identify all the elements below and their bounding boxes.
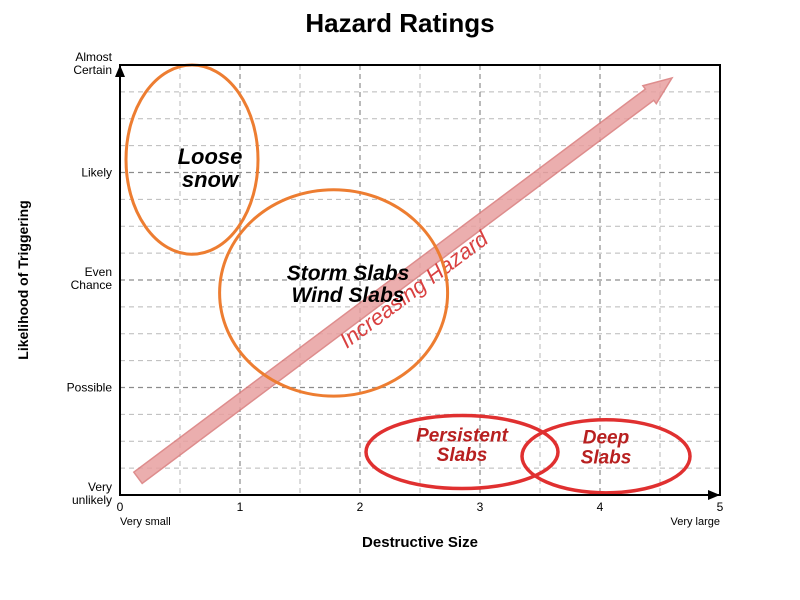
x-tick-label: 4: [597, 500, 604, 514]
y-tick-label: EvenChance: [71, 265, 113, 292]
x-tick-label: 5: [717, 500, 724, 514]
ellipse-label-persistent-slabs: PersistentSlabs: [416, 425, 509, 466]
x-sub-label: Very small: [120, 516, 171, 528]
y-tick-label: Possible: [67, 381, 113, 395]
x-sub-label: Very large: [670, 516, 720, 528]
x-tick-label: 1: [237, 500, 244, 514]
ellipse-label-loose-snow: Loosesnow: [178, 144, 243, 192]
x-tick-label: 3: [477, 500, 484, 514]
chart-title: Hazard Ratings: [305, 8, 494, 38]
ellipse-label-deep-slabs: DeepSlabs: [581, 427, 632, 468]
x-axis-arrowhead-icon: [708, 490, 720, 500]
x-axis-label: Destructive Size: [362, 534, 478, 551]
y-tick-label: Likely: [81, 166, 112, 180]
y-axis-label: Likelihood of Triggering: [15, 200, 31, 359]
hazard-chart: Hazard RatingsIncreasing HazardLoosesnow…: [0, 0, 800, 600]
y-axis-arrowhead-icon: [115, 65, 125, 77]
x-tick-label: 2: [357, 500, 364, 514]
x-tick-label: 0: [117, 500, 124, 514]
y-tick-label: AlmostCertain: [73, 50, 112, 77]
ellipse-label-storm-wind-slabs: Storm SlabsWind Slabs: [287, 262, 410, 307]
y-tick-label: Veryunlikely: [72, 480, 112, 507]
